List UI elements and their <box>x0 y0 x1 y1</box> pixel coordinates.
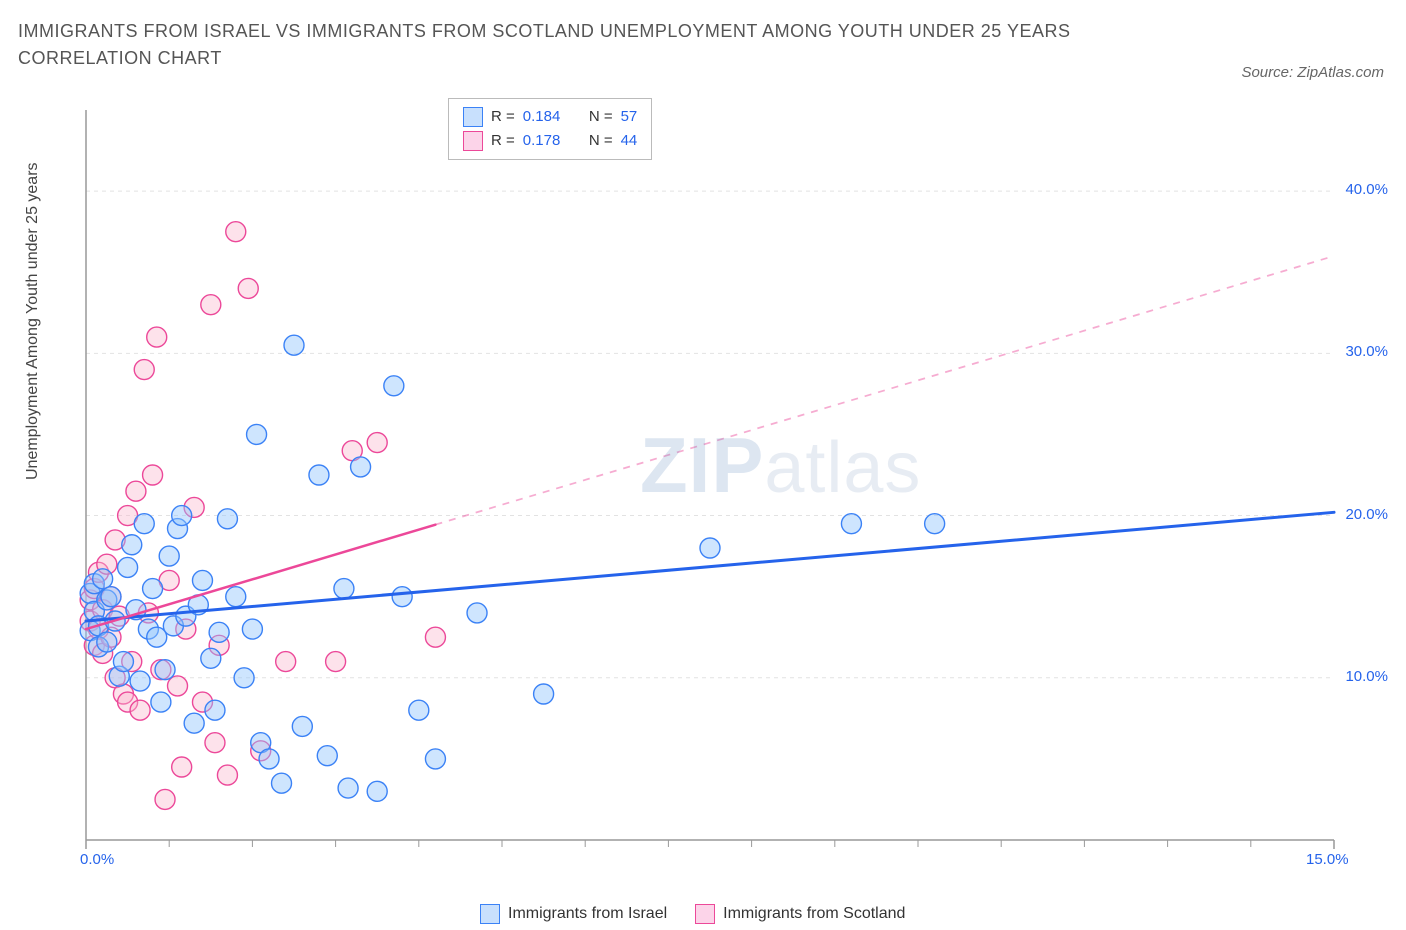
scatter-plot <box>62 100 1382 860</box>
series-legend: Immigrants from Israel Immigrants from Sc… <box>480 904 905 924</box>
legend-item: Immigrants from Israel <box>480 904 667 924</box>
legend-label: Immigrants from Israel <box>508 905 667 923</box>
chart-title: IMMIGRANTS FROM ISRAEL VS IMMIGRANTS FRO… <box>18 18 1118 72</box>
y-axis-tick-label: 20.0% <box>1345 506 1388 523</box>
source-attribution: Source: ZipAtlas.com <box>1241 64 1384 81</box>
legend-swatch <box>480 904 500 924</box>
y-axis-tick-label: 10.0% <box>1345 668 1388 685</box>
stats-legend: R = 0.184 N = 57 R = 0.178 N = 44 <box>448 98 652 160</box>
n-value: 57 <box>621 105 638 129</box>
n-value: 44 <box>621 129 638 153</box>
legend-swatch <box>463 131 483 151</box>
legend-swatch <box>463 107 483 127</box>
chart-area <box>62 100 1382 860</box>
legend-item: Immigrants from Scotland <box>695 904 905 924</box>
r-label: R = <box>491 129 515 153</box>
y-axis-label: Unemployment Among Youth under 25 years <box>24 162 42 480</box>
x-axis-tick-label: 0.0% <box>80 851 114 868</box>
y-axis-tick-label: 40.0% <box>1345 181 1388 198</box>
legend-label: Immigrants from Scotland <box>723 905 905 923</box>
n-label: N = <box>589 129 613 153</box>
r-value: 0.184 <box>523 105 561 129</box>
legend-swatch <box>695 904 715 924</box>
y-axis-tick-label: 30.0% <box>1345 343 1388 360</box>
n-label: N = <box>589 105 613 129</box>
stats-legend-row: R = 0.178 N = 44 <box>463 129 637 153</box>
stats-legend-row: R = 0.184 N = 57 <box>463 105 637 129</box>
x-axis-tick-label: 15.0% <box>1306 851 1349 868</box>
r-value: 0.178 <box>523 129 561 153</box>
r-label: R = <box>491 105 515 129</box>
